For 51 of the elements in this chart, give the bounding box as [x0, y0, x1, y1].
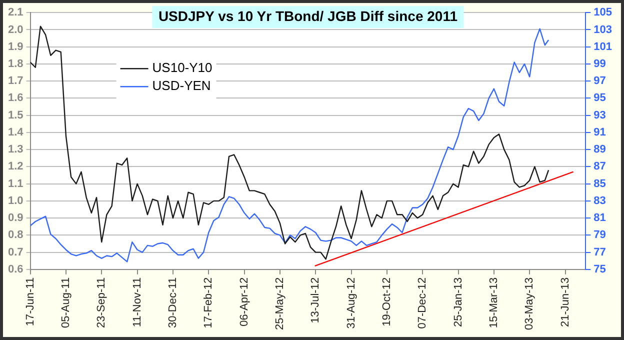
- y-tick-label: 1.4: [8, 126, 24, 138]
- y-tick-label: 2.0: [8, 24, 24, 36]
- x-tick-label: 25-May-12: [274, 277, 286, 330]
- y2-tick-label: 81: [594, 212, 606, 224]
- x-tick-label: 17-Feb-12: [202, 277, 215, 328]
- y-tick-label: 2.1: [8, 6, 24, 19]
- y2-tick-label: 103: [594, 24, 612, 36]
- y-tick-label: 1.8: [8, 58, 24, 70]
- y2-tick-label: 95: [594, 92, 606, 104]
- y2-tick-label: 79: [594, 229, 606, 242]
- x-tick-label: 30-Dec-11: [166, 277, 179, 328]
- y-tick-label: 1.9: [8, 40, 24, 53]
- x-tick-label: 23-Sep-11: [96, 277, 108, 328]
- y2-tick-label: 83: [594, 194, 606, 207]
- y-tick-label: 0.8: [8, 229, 24, 242]
- x-tick-label: 19-Oct-12: [380, 277, 393, 326]
- x-tick-label: 13-Jul-12: [310, 277, 322, 324]
- y-tick-label: 1.3: [8, 144, 24, 156]
- y-tick-label: 1.1: [8, 178, 24, 190]
- legend-label: USD-YEN: [152, 78, 211, 94]
- y2-tick-label: 105: [594, 6, 612, 19]
- y-tick-label: 1.6: [8, 92, 24, 104]
- y-tick-label: 0.9: [8, 212, 24, 224]
- y-tick-label: 1.0: [8, 194, 24, 207]
- x-tick-label: 17-Jun-11: [24, 277, 36, 326]
- x-tick-label: 31-Aug-12: [345, 277, 358, 329]
- x-tick-label: 07-Dec-12: [416, 277, 429, 329]
- y2-tick-label: 89: [594, 144, 606, 156]
- y2-tick-label: 91: [594, 126, 606, 138]
- y2-tick-label: 101: [594, 40, 612, 53]
- legend-label: US10-Y10: [152, 60, 212, 76]
- x-tick-label: 11-Nov-11: [131, 277, 144, 328]
- y2-tick-label: 97: [594, 75, 606, 88]
- x-tick-label: 05-Aug-11: [60, 277, 72, 328]
- x-tick-label: 15-Mar-13: [488, 277, 500, 328]
- x-tick-label: 21-Jun-13: [559, 277, 572, 327]
- y2-tick-label: 87: [594, 160, 606, 173]
- y-tick-label: 1.7: [8, 75, 24, 88]
- x-tick-label: 03-May-13: [524, 277, 536, 330]
- y-tick-label: 1.5: [8, 109, 24, 122]
- x-tick-label: 25-Jan-13: [452, 277, 464, 327]
- y2-tick-label: 99: [594, 58, 606, 70]
- chart-title: USDJPY vs 10 Yr TBond/ JGB Diff since 2011: [158, 8, 458, 24]
- y2-tick-label: 85: [594, 178, 606, 190]
- x-tick-label: 06-Apr-12: [238, 277, 250, 326]
- y2-tick-label: 77: [594, 246, 606, 258]
- y2-tick-label: 75: [594, 263, 606, 276]
- y-tick-label: 0.7: [8, 246, 24, 258]
- y-tick-label: 1.2: [8, 160, 24, 173]
- y-tick-label: 0.6: [8, 263, 24, 276]
- y2-tick-label: 93: [594, 109, 606, 122]
